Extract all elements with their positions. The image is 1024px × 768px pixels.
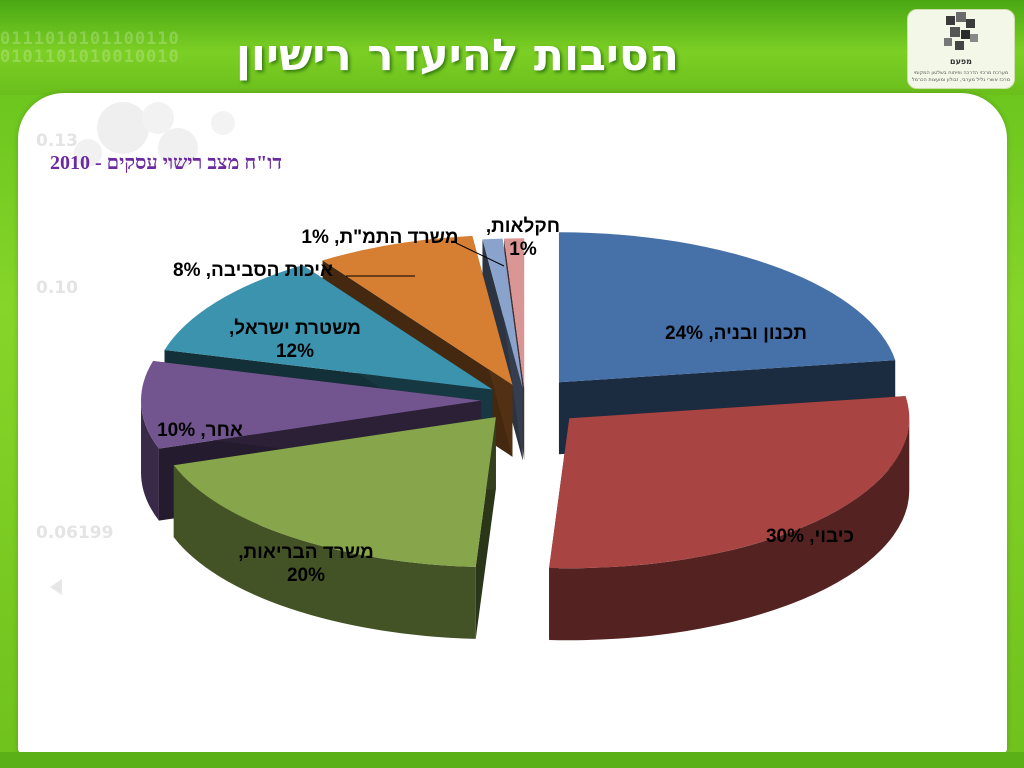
logo: מפעם מערכת מרכזי הדרכה ופיתוח בשלטון המק…	[907, 9, 1015, 89]
logo-tagline-2: מרכז אשרי גליל מערבי, זבולון ומועצות הכר…	[912, 77, 1010, 83]
logo-name: מפעם	[950, 57, 972, 66]
subtitle: דו"ח מצב רישוי עסקים - 2010	[49, 152, 282, 174]
slice-top	[141, 361, 482, 449]
slice-top	[173, 417, 496, 567]
slice-label: משרד התמ"ת, 1%	[301, 227, 458, 248]
slice-label: משטרת ישראל, 12%	[229, 318, 361, 362]
watermark-1: 0.13	[36, 131, 78, 151]
bottom-strip	[0, 752, 1024, 768]
logo-icon	[944, 12, 978, 50]
slice-rim	[549, 418, 910, 641]
logo-tagline-1: מערכת מרכזי הדרכה ופיתוח בשלטון המקומי	[913, 70, 1009, 76]
slice-rim	[173, 465, 476, 639]
slice-top	[504, 238, 525, 389]
pie-slice	[173, 417, 496, 639]
slice-label: כיבוי, 30%	[766, 526, 854, 547]
slice-label: אחר, 10%	[157, 420, 243, 441]
slice-rim	[141, 400, 159, 521]
header-band: 0111010101100110 0101101010010010	[0, 0, 1024, 95]
slice-label: חקלאות, 1%	[486, 216, 560, 260]
slice-top	[164, 265, 493, 390]
watermark-2: 0.10	[36, 278, 78, 298]
slide-title: הסיבות להיעדר רישיון	[235, 30, 679, 81]
label-leader-line	[455, 242, 505, 267]
watermark-3: 0.06199	[36, 523, 114, 543]
pie-slice	[549, 396, 910, 641]
binary-background: 0111010101100110 0101101010010010	[0, 29, 180, 67]
bubble-decoration	[50, 102, 235, 595]
slice-label: איכות הסביבה, 8%	[173, 260, 333, 281]
slice-label: משרד הבריאות, 20%	[238, 542, 374, 586]
slice-top	[549, 396, 910, 569]
slice-label: תכנון ובניה, 24%	[665, 323, 807, 344]
slice-top	[482, 238, 523, 389]
slice-top	[558, 232, 896, 383]
slice-top	[322, 235, 513, 385]
